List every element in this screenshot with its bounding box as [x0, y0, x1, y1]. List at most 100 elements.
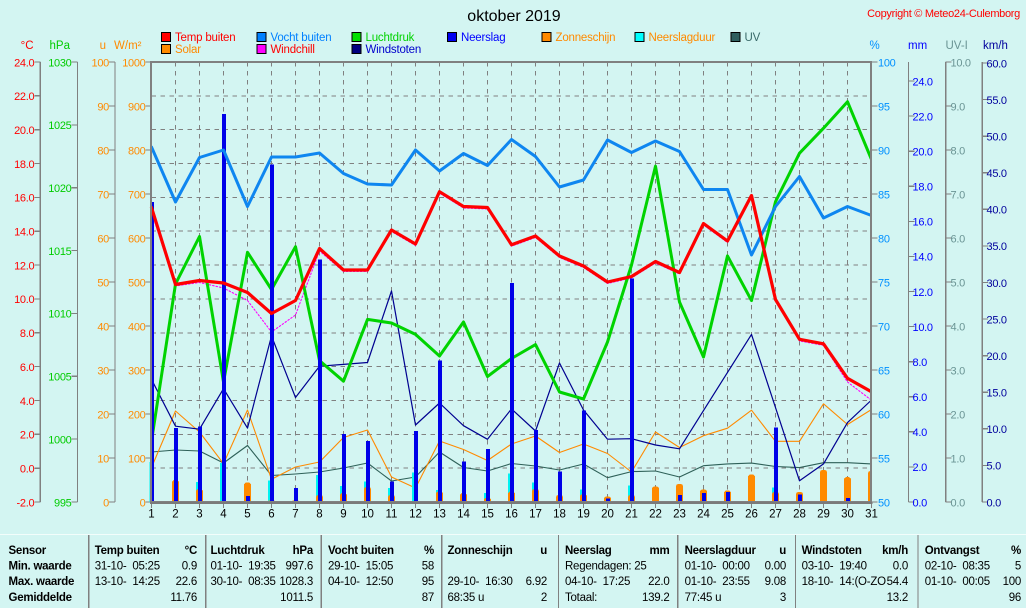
svg-text:10: 10: [97, 453, 109, 465]
svg-text:5: 5: [244, 509, 250, 521]
svg-text:60: 60: [878, 409, 890, 421]
svg-text:31: 31: [865, 509, 878, 521]
svg-text:8.0: 8.0: [951, 145, 966, 157]
svg-text:65: 65: [878, 365, 890, 377]
svg-text:300: 300: [128, 365, 146, 377]
svg-text:u: u: [779, 545, 786, 557]
svg-text:Temp buiten: Temp buiten: [175, 32, 235, 44]
svg-text:01-10- 23:55: 01-10- 23:55: [685, 576, 750, 588]
svg-text:Regendagen: 25: Regendagen: 25: [565, 560, 647, 572]
svg-text:0.0: 0.0: [951, 497, 966, 509]
svg-text:29-10- 16:30: 29-10- 16:30: [448, 576, 513, 588]
svg-text:Totaal:: Totaal:: [565, 592, 597, 604]
svg-text:75: 75: [878, 277, 890, 289]
svg-text:68:35 u: 68:35 u: [448, 592, 485, 604]
svg-text:23: 23: [673, 509, 686, 521]
svg-text:Windstoten: Windstoten: [366, 44, 422, 56]
svg-text:30-10- 08:35: 30-10- 08:35: [211, 576, 276, 588]
svg-text:2.0: 2.0: [951, 409, 966, 421]
svg-text:02-10- 08:35: 02-10- 08:35: [925, 560, 990, 572]
svg-text:10.0: 10.0: [14, 294, 34, 306]
svg-text:500: 500: [128, 277, 146, 289]
svg-text:4.0: 4.0: [20, 396, 35, 408]
svg-text:55: 55: [878, 453, 890, 465]
svg-text:1.0: 1.0: [951, 453, 966, 465]
svg-text:7.0: 7.0: [951, 189, 966, 201]
svg-text:6.0: 6.0: [913, 392, 928, 404]
svg-text:Neerslag: Neerslag: [461, 32, 505, 44]
svg-text:21: 21: [625, 509, 638, 521]
svg-text:80: 80: [878, 233, 890, 245]
svg-text:20.0: 20.0: [913, 147, 933, 159]
svg-text:22: 22: [649, 509, 662, 521]
svg-text:Temp buiten: Temp buiten: [95, 545, 160, 557]
svg-text:3: 3: [196, 509, 202, 521]
svg-text:70: 70: [97, 189, 109, 201]
svg-text:10.0: 10.0: [987, 424, 1007, 436]
svg-text:mm: mm: [908, 40, 927, 52]
svg-text:1015: 1015: [48, 246, 71, 258]
svg-text:10: 10: [361, 509, 374, 521]
svg-text:700: 700: [128, 189, 146, 201]
svg-text:Sensor: Sensor: [9, 545, 47, 557]
svg-text:45.0: 45.0: [987, 168, 1007, 180]
svg-text:8.0: 8.0: [913, 357, 928, 369]
svg-text:18.0: 18.0: [14, 159, 34, 171]
svg-text:01-10- 00:05: 01-10- 00:05: [925, 576, 990, 588]
svg-text:04-10- 12:50: 04-10- 12:50: [328, 576, 393, 588]
svg-text:20: 20: [97, 409, 109, 421]
svg-text:200: 200: [128, 409, 146, 421]
svg-text:90: 90: [97, 101, 109, 113]
svg-text:1028.3: 1028.3: [279, 576, 313, 588]
svg-text:18-10- 14:(O-ZO: 18-10- 14:(O-ZO: [802, 576, 886, 588]
svg-text:2.0: 2.0: [913, 462, 928, 474]
svg-text:30.0: 30.0: [987, 278, 1007, 290]
svg-text:15: 15: [481, 509, 494, 521]
svg-text:40.0: 40.0: [987, 205, 1007, 217]
svg-text:90: 90: [878, 145, 890, 157]
svg-text:18: 18: [553, 509, 566, 521]
svg-text:30: 30: [841, 509, 854, 521]
svg-text:27: 27: [769, 509, 782, 521]
svg-text:Zonneschijn: Zonneschijn: [556, 32, 616, 44]
svg-text:24.0: 24.0: [913, 76, 933, 88]
svg-text:Windstoten: Windstoten: [802, 545, 862, 557]
svg-text:85: 85: [878, 189, 890, 201]
svg-text:7: 7: [292, 509, 298, 521]
svg-text:11.76: 11.76: [170, 592, 197, 604]
svg-text:%: %: [1011, 545, 1021, 557]
svg-text:Windchill: Windchill: [271, 44, 315, 56]
svg-text:400: 400: [128, 321, 146, 333]
svg-text:0: 0: [103, 497, 109, 509]
svg-text:900: 900: [128, 101, 146, 113]
svg-text:km/h: km/h: [983, 40, 1008, 52]
svg-text:12.0: 12.0: [14, 260, 34, 272]
svg-text:1020: 1020: [48, 183, 71, 195]
svg-text:16.0: 16.0: [14, 193, 34, 205]
svg-text:01-10- 19:35: 01-10- 19:35: [211, 560, 276, 572]
svg-text:mm: mm: [650, 545, 670, 557]
svg-text:hPa: hPa: [50, 40, 71, 52]
svg-text:96: 96: [1009, 592, 1021, 604]
svg-text:25.0: 25.0: [987, 314, 1007, 326]
svg-text:°C: °C: [21, 40, 34, 52]
svg-text:15.0: 15.0: [987, 388, 1007, 400]
svg-text:hPa: hPa: [293, 545, 314, 557]
svg-text:8: 8: [316, 509, 322, 521]
svg-text:14: 14: [457, 509, 470, 521]
svg-text:1030: 1030: [48, 57, 71, 69]
svg-text:30: 30: [97, 365, 109, 377]
svg-text:14.0: 14.0: [14, 227, 34, 239]
svg-text:20: 20: [601, 509, 614, 521]
svg-text:Vocht buiten: Vocht buiten: [271, 32, 332, 44]
svg-text:22.6: 22.6: [176, 576, 197, 588]
svg-text:13-10- 14:25: 13-10- 14:25: [95, 576, 160, 588]
svg-text:Neerslagduur: Neerslagduur: [649, 32, 716, 44]
svg-text:13.2: 13.2: [887, 592, 908, 604]
svg-text:6.92: 6.92: [526, 576, 547, 588]
svg-text:0.0: 0.0: [987, 497, 1002, 509]
svg-text:0.0: 0.0: [20, 463, 35, 475]
svg-text:0.9: 0.9: [182, 560, 197, 572]
svg-text:28: 28: [793, 509, 806, 521]
svg-text:UV: UV: [745, 32, 761, 44]
